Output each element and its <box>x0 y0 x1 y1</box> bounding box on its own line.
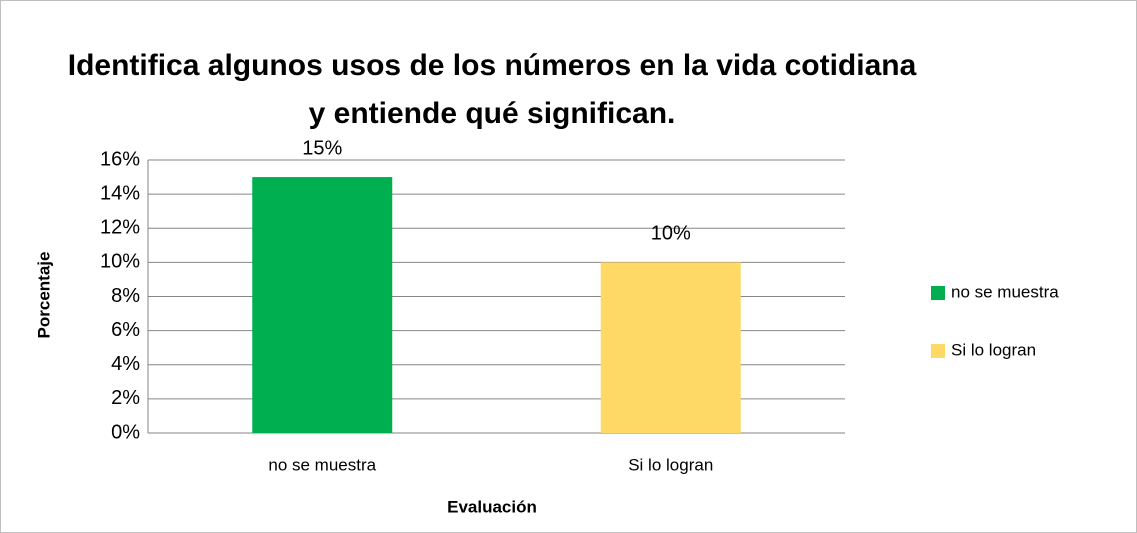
y-tick-label: 8% <box>111 285 140 307</box>
legend-label: no se muestra <box>951 282 1059 301</box>
legend-swatch <box>931 344 945 358</box>
y-tick-label: 4% <box>111 353 140 375</box>
x-axis-label: Evaluación <box>447 497 537 516</box>
legend-label: Si lo logran <box>951 340 1036 359</box>
data-label: 10% <box>651 223 691 245</box>
bar <box>600 262 741 433</box>
y-axis-label: Porcentaje <box>34 252 53 339</box>
y-tick-label: 10% <box>100 251 140 273</box>
x-tick-label: Si lo logran <box>628 455 713 474</box>
y-tick-label: 16% <box>100 148 140 170</box>
y-tick-label: 14% <box>100 182 140 204</box>
y-tick-label: 0% <box>111 421 140 443</box>
y-tick-label: 12% <box>100 217 140 239</box>
y-tick-label: 6% <box>111 319 140 341</box>
legend-swatch <box>931 286 945 300</box>
chart-title: Identifica algunos usos de los números e… <box>67 49 917 130</box>
y-tick-label: 2% <box>111 387 140 409</box>
data-label: 15% <box>302 137 342 159</box>
x-tick-label: no se muestra <box>268 455 376 474</box>
bar <box>252 177 393 433</box>
